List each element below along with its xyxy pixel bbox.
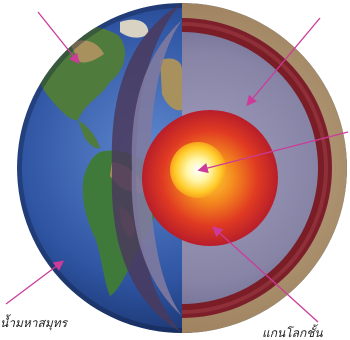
inner-core-layer — [170, 142, 226, 198]
pointer-arrows — [5, 11, 349, 323]
label-oceanic-crust: น้ำมหาสมุทร — [0, 316, 68, 330]
arrow-inner-core — [197, 131, 349, 174]
arrow-mantle — [246, 17, 321, 106]
label-outer-core: แกนโลกชั้น — [262, 326, 323, 340]
arrow-continental-crust — [37, 11, 80, 65]
arrow-outer-core — [212, 226, 319, 323]
arrow-oceanic-crust — [5, 260, 65, 305]
